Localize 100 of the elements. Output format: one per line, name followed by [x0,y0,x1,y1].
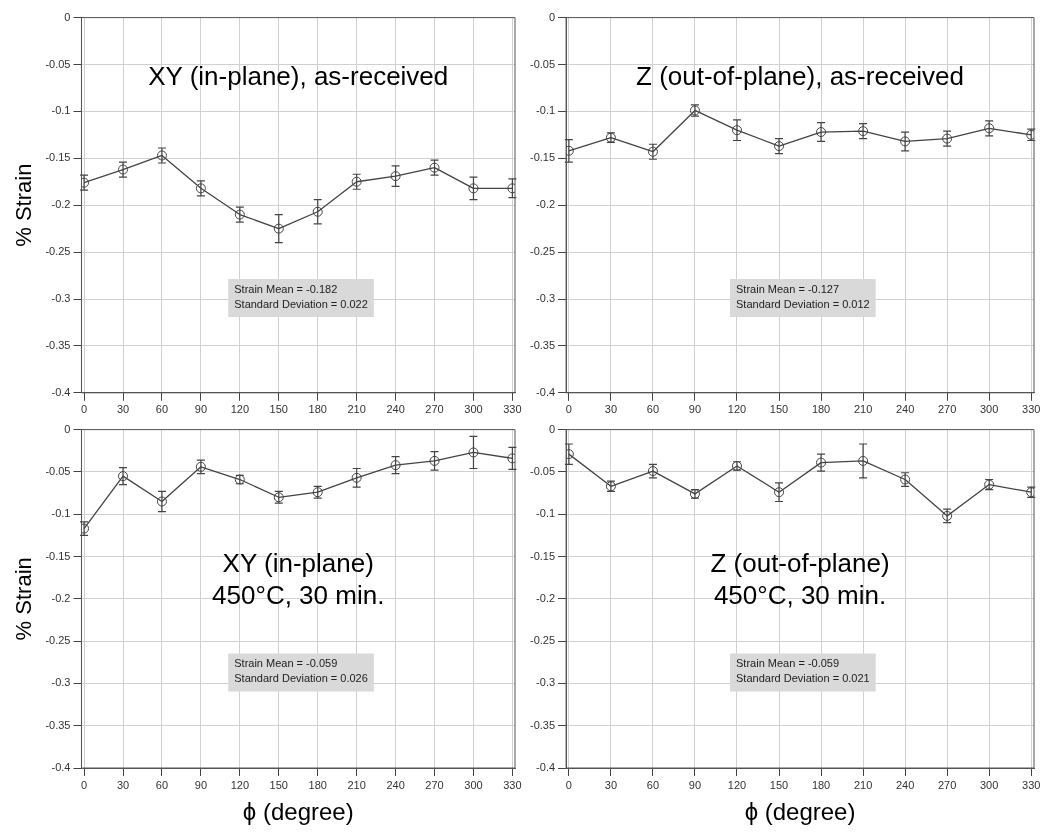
y-tick-label: -0.1 [51,104,71,117]
annotation: Strain Mean = -0.059 [736,656,840,669]
x-tick-label: 30 [116,778,130,791]
annotation: Standard Deviation = 0.012 [736,297,870,310]
annotation: Standard Deviation = 0.026 [234,671,368,684]
x-tick-label: 60 [646,403,660,416]
y-tick-label: -0.35 [45,718,71,731]
annotation: Standard Deviation = 0.021 [736,671,870,684]
x-tick-label: 150 [269,778,288,791]
x-tick-label: 210 [853,403,873,416]
x-tick-label: 270 [937,403,957,416]
point [468,183,479,194]
y-tick-label: -0.2 [536,198,556,211]
x-tick-label: 180 [811,403,831,416]
y-tick-label: 0 [548,10,556,23]
point [816,457,827,468]
point [81,523,90,534]
x-tick-label: 150 [269,403,288,416]
x-tick-label: 120 [727,778,747,791]
y-tick-label: -0.1 [536,104,556,117]
x-tick-label: 330 [1022,403,1041,416]
y-tick-label: -0.1 [51,507,71,520]
x-tick-label: 330 [1022,778,1041,791]
y-axis-title: % Strain [11,557,37,641]
x-tick-label: 60 [155,403,169,416]
point [390,171,401,182]
x-tick-label: 330 [503,778,522,791]
x-tick-label: 300 [464,778,483,791]
y-tick-label: -0.35 [45,338,71,351]
point [429,455,440,466]
y-tick-label: 0 [548,422,556,435]
x-tick-label: 150 [769,778,789,791]
point [774,487,785,498]
x-tick-label: 300 [464,403,483,416]
y-tick-label: -0.05 [45,464,71,477]
y-tick-label: 0 [64,422,71,435]
y-axis-title: % Strain [11,163,37,247]
point [156,496,167,507]
x-tick-label: 0 [565,403,572,416]
x-tick-label: 240 [895,403,915,416]
annotation: Standard Deviation = 0.022 [234,297,368,310]
point [390,460,401,471]
y-tick-label: -0.35 [529,338,556,351]
y-tick-label: -0.15 [45,151,71,164]
y-tick-label: -0.25 [45,634,71,647]
y-tick-label: -0.15 [529,151,556,164]
x-tick-label: 210 [347,403,366,416]
x-tick-label: 240 [386,778,405,791]
y-tick-label: -0.1 [536,507,556,520]
x-tick-label: 0 [81,403,88,416]
y-tick-label: -0.3 [51,292,71,305]
x-tick-label: 330 [503,403,522,416]
y-tick-label: -0.3 [536,292,556,305]
x-tick-label: 270 [425,778,444,791]
y-tick-label: -0.05 [45,57,71,70]
point [273,223,284,234]
text: Z (out-of-plane), as-received [636,60,965,91]
y-tick-label: -0.15 [45,549,71,562]
x-tick-label: 0 [565,778,572,791]
x-tick-label: 120 [230,778,250,791]
y-tick-label: -0.35 [529,718,556,731]
point [816,127,827,138]
point [858,455,869,466]
y-tick-label: -0.15 [529,549,556,562]
point [900,136,911,147]
text: XY (in-plane), as-received [148,60,449,91]
x-tick-label: 240 [386,403,405,416]
point [118,471,129,482]
y-tick-label: -0.25 [45,245,71,258]
x-tick-label: 180 [308,403,327,416]
point [858,126,869,137]
x-tick-label: 60 [646,778,660,791]
y-tick-label: -0.2 [536,591,556,604]
x-tick-label: 30 [604,778,618,791]
y-tick-label: -0.3 [51,676,71,689]
x-tick-label: 120 [727,403,747,416]
point [468,447,479,458]
x-tick-label: 300 [979,403,999,416]
x-tick-label: 270 [425,403,444,416]
y-tick-label: -0.4 [51,385,71,398]
y-tick-label: -0.4 [536,385,556,398]
x-tick-label: 60 [155,778,169,791]
annotation: Strain Mean = -0.127 [736,282,840,295]
x-tick-label: 90 [688,778,702,791]
x-tick-label: 90 [688,403,702,416]
x-axis-title: ϕ (degree) [242,798,354,826]
y-tick-label: -0.25 [529,245,556,258]
x-tick-label: 120 [230,403,250,416]
x-tick-label: 90 [194,403,208,416]
x-tick-label: 150 [769,403,789,416]
x-tick-label: 300 [979,778,999,791]
y-tick-label: -0.2 [51,198,71,211]
y-tick-label: -0.3 [536,676,556,689]
x-tick-label: 0 [81,778,88,791]
x-axis-title: ϕ (degree) [744,798,856,826]
y-tick-label: -0.25 [529,634,556,647]
y-tick-label: -0.05 [529,464,556,477]
point [351,472,362,483]
y-tick-label: -0.05 [529,57,556,70]
y-tick-label: 0 [64,10,71,23]
